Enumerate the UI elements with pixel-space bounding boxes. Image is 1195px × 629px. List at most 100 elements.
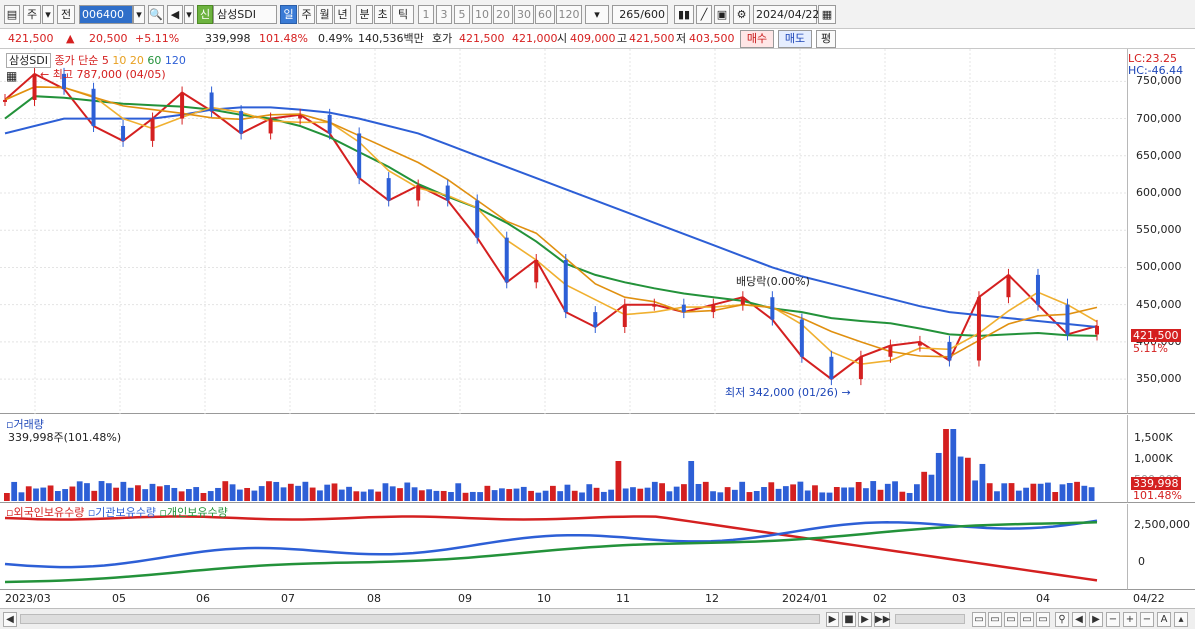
collapse-icon[interactable]: ▴ [1174,612,1188,627]
scroll-left-icon[interactable]: ◀ [3,612,17,627]
legend-ma-5: 5 [101,54,109,67]
volume-bar [914,484,920,501]
speaker-dropdown-icon[interactable]: ▾ [184,5,194,24]
interval-1[interactable]: 1 [418,5,434,24]
zoom-out-icon[interactable]: − [1106,612,1120,627]
series-ma-20 [4,86,1098,358]
tab-daily[interactable]: 일 [280,5,297,24]
interval-20[interactable]: 20 [493,5,513,24]
volume-bar [608,489,615,501]
price-y-tick: 600,000 [1136,186,1182,199]
window-menu-icon[interactable]: ▤ [4,5,20,24]
volume-bar [753,491,760,501]
period-week-button[interactable]: 주 [23,5,41,24]
interval-3[interactable]: 3 [436,5,452,24]
trade-amount: 140,536백만 [358,32,424,45]
volume-bar [193,487,200,501]
candle-body [32,73,37,100]
layout-icon-4[interactable]: ▭ [1020,612,1034,627]
candle-body [209,92,214,112]
font-icon[interactable]: A [1157,612,1171,627]
interval-60[interactable]: 60 [535,5,555,24]
horizontal-scrollbar[interactable] [20,614,820,624]
price-chart[interactable] [0,49,1127,414]
stop-icon[interactable]: ■ [842,612,856,627]
holdings-axis: 2,500,000 0 [1127,504,1195,590]
x-axis-label: 05 [112,592,126,605]
volume-bar [84,483,90,501]
volume-bar [346,486,352,501]
candle-body [91,88,96,126]
interval-30[interactable]: 30 [514,5,534,24]
speaker-icon[interactable]: ◀ [167,5,183,24]
dropdown-icon[interactable]: ▾ [42,5,54,24]
volume-bar [994,491,1000,501]
calendar-icon[interactable]: ▦ [818,5,836,24]
price-legend: 삼성SDI 종가 단순 5 10 20 60 120 [6,52,186,68]
play-icon[interactable]: ▶ [858,612,872,627]
count-field[interactable]: 265/600 [612,5,668,24]
layout-icon-5[interactable]: ▭ [1036,612,1050,627]
volume-bar [768,482,775,501]
candle-icon[interactable]: ▮▮ [674,5,694,24]
sell-button[interactable]: 매도 [778,30,812,48]
tab-minute[interactable]: 분 [356,5,373,24]
scroll-right-icon[interactable]: ▶ [826,612,839,627]
volume-bar [717,492,724,501]
layout-icon-3[interactable]: ▭ [1004,612,1018,627]
volume-bar [113,487,119,501]
interval-dropdown-icon[interactable]: ▾ [585,5,609,24]
interval-5[interactable]: 5 [454,5,470,24]
volume-bar [899,491,906,501]
prev-button[interactable]: 전 [57,5,75,24]
tab-weekly[interactable]: 주 [298,5,315,24]
volume-bar [986,483,993,501]
x-axis-label: 04 [1036,592,1050,605]
volume-bar [236,489,243,501]
tab-monthly[interactable]: 월 [316,5,333,24]
save-icon[interactable]: ▣ [714,5,730,24]
layout-icon-2[interactable]: ▭ [988,612,1002,627]
volume-bar [833,487,840,501]
candle-body [386,178,391,201]
code-dropdown-icon[interactable]: ▾ [133,5,145,24]
arrow-right-icon[interactable]: ▶ [1089,612,1103,627]
interval-10[interactable]: 10 [472,5,492,24]
tab-yearly[interactable]: 년 [334,5,351,24]
tab-second[interactable]: 초 [374,5,391,24]
volume-bar [666,491,673,501]
volume-bar [1037,483,1044,501]
price-y-tick: 500,000 [1136,260,1182,274]
candle-body [917,341,922,346]
candle-body [681,304,686,313]
arrow-left-icon[interactable]: ◀ [1072,612,1086,627]
table-icon[interactable]: ▦ [6,69,18,83]
zoom-out-icon-2[interactable]: − [1140,612,1154,627]
volume-chart[interactable] [0,415,1127,503]
zoom-slider[interactable] [895,614,965,624]
volume-bar [178,491,185,501]
volume-bar [309,487,316,501]
gear-icon[interactable]: ⚙ [733,5,750,24]
search-icon[interactable]: 🔍 [148,5,164,24]
search-icon[interactable]: ⚲ [1055,612,1069,627]
buy-button[interactable]: 매수 [740,30,774,48]
credit-badge: 신 [197,5,213,24]
low-price: 403,500 [689,32,735,45]
date-field[interactable]: 2024/04/22 [753,5,819,24]
fast-forward-icon[interactable]: ▶▶ [874,612,891,627]
candle-body [150,118,155,141]
legend-ma-120: 120 [164,54,186,67]
draw-tool-icon[interactable]: ╱ [696,5,712,24]
layout-icon-1[interactable]: ▭ [972,612,986,627]
stock-code-input[interactable]: 006400 [79,5,133,24]
tab-tick[interactable]: 틱 [392,5,414,24]
candle-body [475,200,480,238]
volume-bar [964,457,971,501]
price-y-tick: 750,000 [1136,74,1182,88]
volume-bar [586,484,593,501]
holdings-chart[interactable] [0,504,1127,590]
interval-120[interactable]: 120 [556,5,582,24]
evaluate-button[interactable]: 평 [816,30,836,48]
zoom-in-icon[interactable]: + [1123,612,1137,627]
